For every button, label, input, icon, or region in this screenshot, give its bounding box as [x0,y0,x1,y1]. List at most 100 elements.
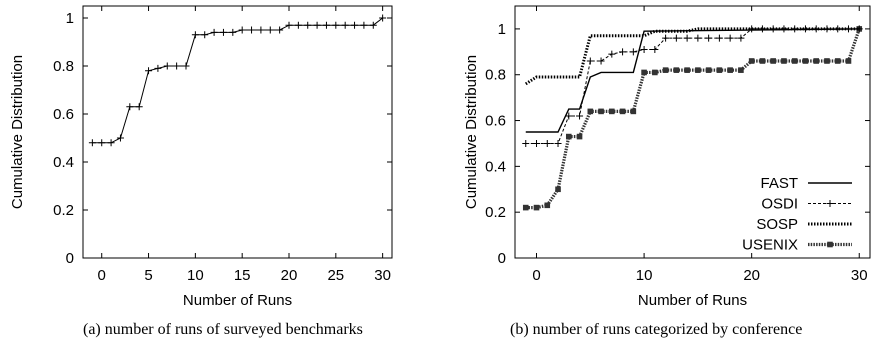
plus-marker [369,21,377,29]
plus-marker [780,25,788,33]
plus-marker [565,112,573,120]
legend-label: USENIX [742,237,798,254]
plus-marker [597,57,605,65]
plus-marker [640,46,648,54]
plus-marker [285,21,293,29]
square-marker [619,108,626,115]
plus-marker [304,21,312,29]
plus-marker [229,28,237,36]
y-tick-label: 1 [498,21,506,38]
square-marker [824,58,830,64]
plus-marker [694,34,702,42]
square-marker [813,58,820,64]
plus-marker [351,21,359,29]
square-marker [544,202,551,209]
series-line [525,28,861,210]
series-fast [525,28,860,133]
square-marker [759,58,766,64]
square-marker [522,204,529,211]
plus-marker [88,139,96,147]
plus-marker [201,31,209,39]
square-marker [555,186,561,193]
legend-label: OSDI [761,196,798,213]
square-marker [716,67,723,73]
plot-frame [514,5,871,259]
plus-marker [322,21,330,29]
y-tick-label: 0.4 [53,154,74,171]
plus-marker [210,28,218,36]
plus-marker [98,139,106,147]
plus-marker [154,64,162,72]
y-tick-label: 0.2 [53,202,74,219]
y-axis-label: Cumulative Distribution [463,55,480,209]
y-tick-label: 0.8 [53,58,74,75]
plus-marker [379,14,387,22]
plus-marker [332,21,340,29]
plus-marker [182,62,190,70]
plus-marker [219,28,227,36]
plus-marker [726,34,734,42]
plus-marker [554,139,562,147]
panel-caption: (a) number of runs of surveyed benchmark… [83,321,363,338]
y-tick-label: 0.6 [485,113,506,130]
square-marker [727,67,733,73]
series-line [525,28,860,144]
plus-marker [533,139,541,147]
plus-marker [163,62,171,70]
series-line [524,27,860,86]
square-marker [609,108,615,115]
square-marker [684,67,690,73]
square-marker [770,58,776,64]
plus-marker [360,21,368,29]
square-marker [598,108,604,115]
square-marker [673,67,680,73]
plus-marker [629,48,637,56]
square-marker [695,67,701,73]
plus-marker [266,26,274,34]
plus-marker [135,103,143,111]
x-axis-label: Number of Runs [638,292,747,309]
square-marker [630,108,637,115]
plus-marker [257,26,265,34]
square-marker [802,58,809,64]
plus-marker [145,67,153,75]
series-osdi [522,25,863,147]
legend: FAST OSDI SOSP USENIX [742,175,852,254]
plus-marker [313,21,321,29]
legend-label: FAST [760,175,798,192]
square-marker [662,67,669,73]
panel-caption: (b) number of runs categorized by confer… [510,321,802,338]
plus-marker [586,57,594,65]
x-tick-label: 10 [187,267,204,284]
x-tick-label: 20 [281,267,298,284]
x-tick-label: 30 [851,267,868,284]
x-tick-label: 25 [327,267,344,284]
plus-marker [651,46,659,54]
series-cdf [88,14,387,147]
series-line [92,17,383,144]
square-marker [748,58,755,64]
x-tick-label: 0 [98,267,106,284]
plus-marker [191,31,199,39]
plus-marker [522,139,530,147]
plus-marker [294,21,302,29]
plus-marker [683,34,691,42]
plus-marker [276,26,284,34]
plus-marker [116,134,124,142]
x-tick-label: 10 [636,267,653,284]
plus-marker [576,112,584,120]
x-tick-label: 0 [532,267,540,284]
plus-marker [672,34,680,42]
square-marker [705,67,712,73]
plus-marker [608,50,616,58]
plus-marker [248,26,256,34]
y-tick-label: 0.2 [485,204,506,221]
x-tick-label: 5 [144,267,152,284]
plus-marker [826,200,834,207]
series-usenix [522,26,863,211]
plus-marker [543,139,551,147]
plus-marker [715,34,723,42]
y-tick-label: 0.6 [53,106,74,123]
square-marker [781,58,787,64]
